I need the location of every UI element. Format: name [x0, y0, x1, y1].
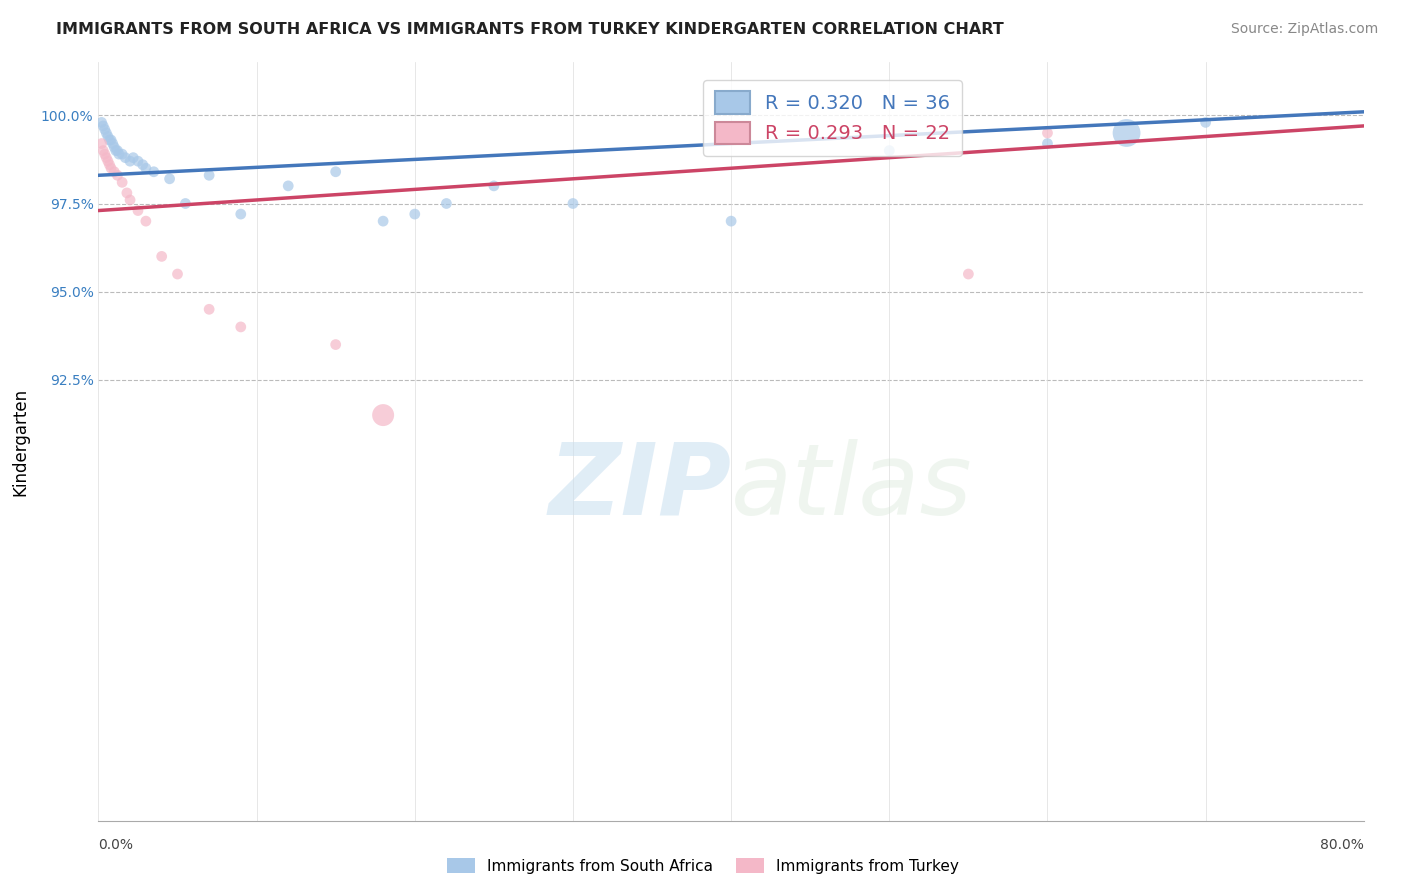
- Point: [103, 140, 125, 154]
- Point: [135, 214, 157, 228]
- Point: [1036, 126, 1059, 140]
- Point: [103, 165, 125, 179]
- Point: [957, 267, 980, 281]
- Point: [98, 133, 121, 147]
- Point: [277, 178, 299, 193]
- Text: 80.0%: 80.0%: [1320, 838, 1364, 852]
- Point: [107, 144, 129, 158]
- Point: [114, 151, 136, 165]
- Legend: Immigrants from South Africa, Immigrants from Turkey: Immigrants from South Africa, Immigrants…: [441, 852, 965, 880]
- Legend: R = 0.320   N = 36, R = 0.293   N = 22: R = 0.320 N = 36, R = 0.293 N = 22: [703, 79, 962, 156]
- Point: [100, 161, 122, 176]
- Point: [101, 136, 124, 151]
- Point: [325, 165, 347, 179]
- Point: [1036, 136, 1059, 151]
- Point: [561, 196, 585, 211]
- Point: [159, 171, 181, 186]
- Point: [100, 133, 122, 147]
- Point: [127, 203, 149, 218]
- Point: [229, 207, 252, 221]
- Point: [720, 214, 742, 228]
- Point: [198, 302, 221, 317]
- Point: [127, 154, 149, 169]
- Point: [115, 186, 138, 200]
- Point: [371, 408, 394, 422]
- Text: Source: ZipAtlas.com: Source: ZipAtlas.com: [1230, 22, 1378, 37]
- Point: [97, 129, 120, 144]
- Point: [104, 144, 127, 158]
- Point: [198, 169, 221, 183]
- Text: ZIP: ZIP: [548, 439, 731, 535]
- Y-axis label: Kindergarten: Kindergarten: [11, 387, 30, 496]
- Point: [1195, 115, 1218, 129]
- Point: [96, 151, 118, 165]
- Text: atlas: atlas: [731, 439, 973, 535]
- Point: [93, 122, 117, 136]
- Point: [166, 267, 188, 281]
- Point: [371, 214, 394, 228]
- Point: [142, 165, 165, 179]
- Point: [174, 196, 197, 211]
- Point: [1115, 126, 1137, 140]
- Point: [90, 115, 112, 129]
- Point: [91, 144, 114, 158]
- Point: [229, 320, 252, 334]
- Point: [120, 193, 141, 207]
- Point: [877, 144, 901, 158]
- Point: [132, 158, 155, 172]
- Point: [97, 154, 120, 169]
- Text: IMMIGRANTS FROM SOUTH AFRICA VS IMMIGRANTS FROM TURKEY KINDERGARTEN CORRELATION : IMMIGRANTS FROM SOUTH AFRICA VS IMMIGRAN…: [56, 22, 1004, 37]
- Point: [111, 147, 134, 161]
- Point: [93, 147, 117, 161]
- Point: [150, 249, 173, 263]
- Point: [436, 196, 458, 211]
- Point: [482, 178, 505, 193]
- Point: [120, 154, 141, 169]
- Point: [111, 175, 134, 189]
- Point: [98, 158, 121, 172]
- Point: [122, 151, 145, 165]
- Point: [135, 161, 157, 176]
- Text: 0.0%: 0.0%: [98, 838, 134, 852]
- Point: [404, 207, 426, 221]
- Point: [108, 147, 131, 161]
- Point: [91, 119, 114, 133]
- Point: [90, 136, 112, 151]
- Point: [107, 169, 129, 183]
- Point: [325, 337, 347, 351]
- Point: [96, 126, 118, 140]
